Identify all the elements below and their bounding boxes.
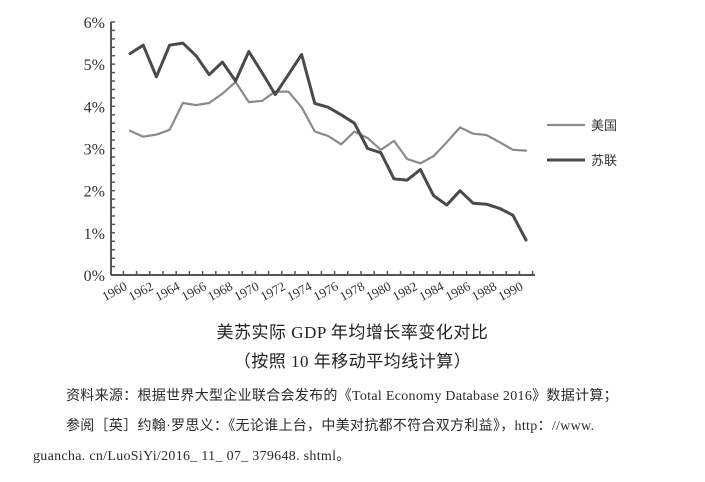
y-tick-label: 1% [84, 226, 105, 243]
y-tick-label: 4% [84, 99, 105, 116]
y-tick-label: 3% [84, 142, 105, 159]
source-note-line-1: 资料来源：根据世界大型企业联合会发布的《Total Economy Databa… [66, 389, 618, 404]
y-tick-label: 2% [84, 184, 105, 201]
x-tick-label: 1968 [205, 278, 235, 303]
chart-subtitle: （按照 10 年移动平均线计算） [233, 352, 472, 371]
x-tick-label: 1972 [258, 278, 288, 303]
y-axis: 0% 1% 2% 3% 4% 5% 6% [84, 15, 115, 285]
us-series-line [128, 80, 528, 165]
ussr-series-line [128, 41, 528, 242]
x-tick-label: 1990 [495, 278, 525, 303]
x-tick-label: 1988 [469, 278, 499, 303]
x-axis: 1960196219641966196819701972197419761978… [99, 271, 535, 304]
x-tick-label: 1962 [126, 278, 156, 303]
legend-us-label: 美国 [591, 119, 617, 134]
y-tick-label: 0% [84, 268, 105, 285]
y-tick-label: 6% [84, 15, 105, 32]
source-note-line-2: 参阅［英］约翰·罗思义：《无论谁上台，中美对抗都不符合双方利益》，http：//… [66, 419, 595, 434]
x-tick-label: 1982 [390, 278, 420, 303]
x-tick-label: 1980 [363, 278, 393, 303]
series-lines [128, 41, 528, 242]
chart-title: 美苏实际 GDP 年均增长率变化对比 [216, 323, 489, 342]
x-tick-label: 1970 [231, 278, 261, 303]
y-tick-label: 5% [84, 57, 105, 74]
source-note-line-3: guancha. cn/LuoSiYi/2016_ 11_ 07_ 379648… [33, 449, 351, 464]
gdp-growth-line-chart: 0% 1% 2% 3% 4% 5% 6% 1960196219641966196819701… [84, 15, 617, 304]
x-tick-label: 1978 [337, 278, 367, 303]
legend-ussr-label: 苏联 [591, 153, 617, 169]
